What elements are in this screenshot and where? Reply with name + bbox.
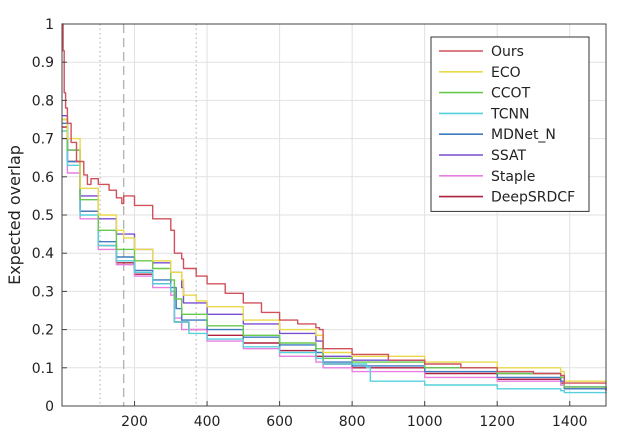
legend-label: Staple	[491, 169, 535, 185]
series-lines	[62, 23, 607, 394]
legend-label: Ours	[491, 44, 524, 60]
legend-label: SSAT	[491, 148, 527, 164]
y-axis-label: Expected overlap	[5, 145, 24, 285]
y-tick-label: 0.5	[32, 208, 54, 224]
legend-box	[430, 36, 590, 212]
vertical-markers	[99, 24, 197, 406]
y-tick-label: 0.6	[32, 170, 54, 186]
legend-label: MDNet_N	[491, 127, 556, 143]
x-tick-label: 600	[266, 414, 293, 430]
x-tick-label: 400	[194, 414, 221, 430]
legend-label: TCNN	[490, 106, 529, 122]
x-tick-label: 1200	[479, 414, 515, 430]
x-tick-label: 1400	[552, 414, 588, 430]
legend-label: ECO	[491, 65, 521, 81]
y-tick-label: 0.2	[32, 323, 54, 339]
y-tick-label: 0.9	[32, 55, 54, 71]
legend: Ours ECO CCOT TCNN MDNet_N SSAT Staple DeepSRDC…	[430, 36, 590, 212]
series-line-ours	[62, 23, 607, 384]
legend-label: CCOT	[491, 86, 531, 102]
y-tick-label: 0.1	[32, 361, 54, 377]
y-tick-label: 0.4	[32, 246, 54, 262]
y-tick-label: 1	[45, 17, 54, 33]
x-tick-label: 800	[339, 414, 366, 430]
x-axis-ticks: 200 400 600 800 1000 1200 1400	[121, 401, 588, 430]
x-tick-label: 200	[121, 414, 148, 430]
y-axis-ticks: 0 0.1 0.2 0.3 0.4 0.5 0.6 0.7 0.8 0.9 1	[32, 17, 67, 415]
series-line-eco	[62, 118, 607, 384]
y-tick-label: 0.7	[32, 132, 54, 148]
legend-label: DeepSRDCF	[491, 190, 575, 206]
y-tick-label: 0	[45, 399, 54, 415]
x-tick-label: 1000	[407, 414, 443, 430]
series-line-staple	[62, 137, 607, 391]
y-tick-label: 0.8	[32, 93, 54, 109]
y-tick-label: 0.3	[32, 284, 54, 300]
